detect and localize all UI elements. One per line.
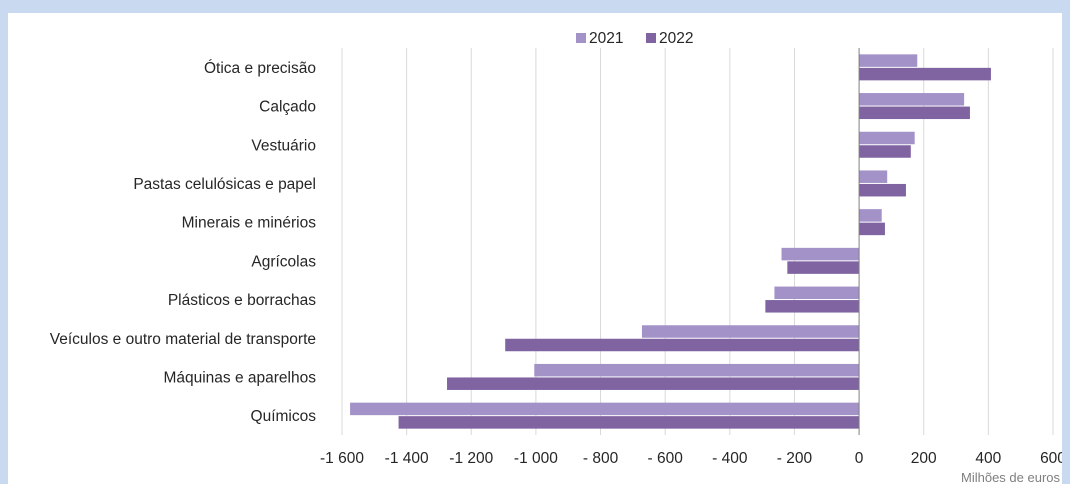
category-label: Agrícolas (251, 253, 316, 270)
category-label: Calçado (259, 99, 316, 116)
category-label: Vestuário (251, 137, 316, 154)
bar-2022 (859, 222, 885, 236)
x-tick-label: -1 400 (385, 450, 429, 467)
bar-2021 (859, 209, 882, 222)
x-tick-label: 400 (975, 450, 1001, 467)
gridlines (341, 48, 1054, 435)
legend-swatch-2022 (646, 33, 656, 43)
bar-2022 (398, 416, 860, 429)
category-label: Minerais e minérios (182, 215, 317, 232)
bar-chart: Ótica e precisão Calçado Vestuário Pastas c… (50, 30, 1062, 484)
bar-2021 (859, 131, 915, 145)
x-tick-label: - 600 (648, 450, 684, 467)
x-tick-label: -1 200 (449, 450, 493, 467)
category-label: Máquinas e aparelhos (163, 369, 316, 386)
x-tick-label: 200 (911, 450, 937, 467)
category-label: Veículos e outro material de transporte (50, 331, 316, 348)
bar-2022 (859, 67, 991, 81)
bar-2022 (765, 300, 860, 313)
bar-2022 (447, 377, 860, 390)
category-label: Pastas celulósicas e papel (133, 176, 316, 193)
bar-2021 (859, 54, 918, 67)
bar-2022 (859, 145, 911, 158)
bar-2021 (859, 93, 965, 106)
category-label: Plásticos e borrachas (168, 292, 316, 309)
bar-2021 (859, 170, 888, 183)
x-tick-label: - 400 (712, 450, 748, 467)
bar-2022 (859, 106, 970, 120)
category-label: Ótica e precisão (204, 60, 316, 77)
bar-2022 (859, 183, 906, 197)
category-labels: Ótica e precisão Calçado Vestuário Pastas c… (50, 60, 316, 425)
bar-2021 (774, 286, 860, 300)
bar-2021 (641, 325, 860, 338)
x-tick-label: -1 000 (514, 450, 558, 467)
x-tick-labels: -1 600 -1 400 -1 200 -1 000 - 800 - 600 - 400 -… (320, 450, 1062, 467)
legend-label-2021: 2021 (589, 30, 623, 47)
legend-swatch-2021 (576, 33, 586, 43)
x-tick-label: 0 (855, 450, 864, 467)
x-tick-label: - 200 (777, 450, 813, 467)
bar-2022 (505, 338, 860, 352)
legend: 2021 2022 (576, 30, 693, 47)
x-tick-label: -1 600 (320, 450, 364, 467)
bars (350, 54, 991, 429)
bar-2021 (781, 247, 860, 261)
bar-2021 (350, 402, 860, 416)
x-tick-label: 600 (1040, 450, 1062, 467)
legend-label-2022: 2022 (659, 30, 693, 47)
bar-2021 (534, 363, 860, 377)
x-tick-label: - 800 (583, 450, 619, 467)
x-axis-unit-label: Milhões de euros (961, 470, 1060, 484)
bar-2022 (787, 261, 860, 274)
category-label: Químicos (251, 408, 317, 425)
chart-frame: Ótica e precisão Calçado Vestuário Pastas c… (8, 13, 1062, 484)
